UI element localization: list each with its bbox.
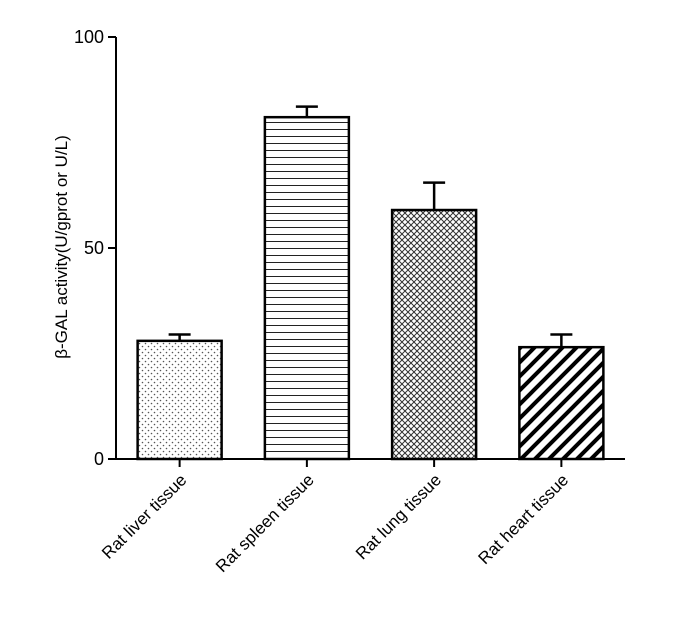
bars <box>136 105 605 461</box>
x-tick-label: Rat heart tissue <box>475 470 573 568</box>
bar <box>518 345 605 461</box>
bar <box>390 208 478 461</box>
y-tick-label: 50 <box>84 238 104 258</box>
y-tick-label: 100 <box>74 27 104 47</box>
y-axis-label: β-GAL activity(U/gprot or U/L) <box>52 135 71 359</box>
bar <box>263 115 351 461</box>
x-tick-labels: Rat liver tissue Rat spleen tissue Rat lun… <box>98 470 572 576</box>
bar <box>136 339 223 461</box>
y-axis: 0 50 100 <box>74 27 117 469</box>
x-tick-label: Rat liver tissue <box>98 470 190 562</box>
x-tick-label: Rat spleen tissue <box>212 470 318 576</box>
x-tick-label: Rat lung tissue <box>352 470 445 563</box>
y-tick-label: 0 <box>94 449 104 469</box>
